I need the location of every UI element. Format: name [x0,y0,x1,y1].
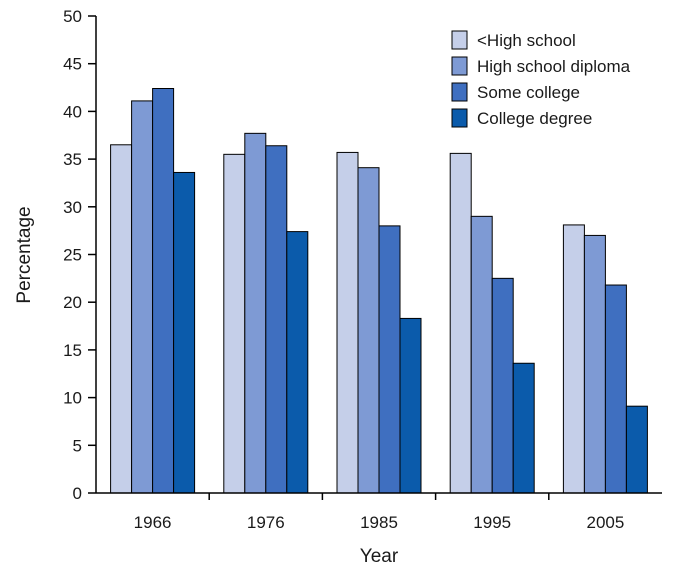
bar-1966-high-school-diploma [131,100,154,494]
bar-1985-some-college [378,225,401,494]
x-tick-label: 1976 [247,513,285,532]
y-tick-label: 45 [63,55,82,74]
bar-2005-some-college [604,284,627,494]
y-ticks-group: 0 5 10 15 20 25 30 35 40 45 50 [63,7,96,503]
bar-1995-some-college [491,277,514,494]
y-tick-label: 5 [73,436,82,455]
bar-1985-college-degree [399,317,422,494]
legend-swatch [451,108,468,128]
legend-label: College degree [477,109,592,128]
x-tick-label: 1995 [473,513,511,532]
x-ticks-group: 1966 1976 1985 1995 2005 [134,493,624,532]
bar-1976-college-degree [286,231,309,494]
x-tick-label: 2005 [586,513,624,532]
y-tick-label: 35 [63,150,82,169]
y-tick-label: 30 [63,198,82,217]
legend-swatch [451,82,468,102]
x-tick-label: 1985 [360,513,398,532]
x-axis-title: Year [360,546,399,567]
y-tick-label: 0 [73,484,82,503]
bar-1985-high-school-diploma [357,167,380,494]
y-tick-label: 40 [63,102,82,121]
legend-label: Some college [477,83,580,102]
y-tick-label: 20 [63,293,82,312]
bar-2005-college-degree [625,405,648,494]
legend-label: <High school [477,31,576,50]
y-tick-label: 15 [63,341,82,360]
bars-group [110,88,648,494]
x-tick-label: 1966 [134,513,172,532]
bar-2005-high-school-diploma [583,234,606,494]
bar-1995-high-school-diploma [470,215,493,494]
bar-1966-college-degree [173,171,196,494]
y-axis-title: Percentage [14,206,35,303]
y-tick-label: 25 [63,246,82,265]
legend: <High school High school diploma Some coll… [451,30,631,128]
bar-1976-some-college [265,145,288,494]
bar-1976-high-school [223,153,246,494]
bar-1966-some-college [152,88,175,494]
bar-1995-high-school [449,152,472,494]
bar-1985-high-school [336,151,359,494]
legend-swatch [451,30,468,50]
bar-1995-college-degree [512,362,535,494]
bar-2005-high-school [562,224,585,494]
legend-label: High school diploma [477,57,631,76]
bar-1976-high-school-diploma [244,132,267,494]
bar-1966-high-school [110,144,133,494]
legend-swatch [451,56,468,76]
y-tick-label: 50 [63,7,82,26]
y-tick-label: 10 [63,389,82,408]
